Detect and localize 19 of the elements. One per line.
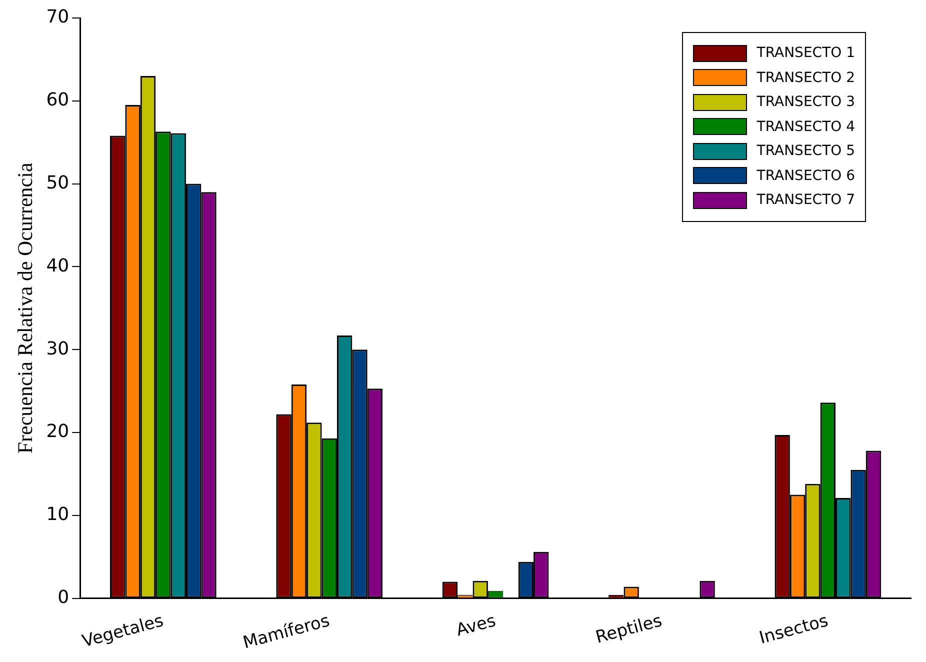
legend-label: TRANSECTO 2 bbox=[756, 70, 855, 86]
y-tick-label: 30 bbox=[46, 338, 70, 360]
y-tick-label: 60 bbox=[46, 90, 70, 111]
y-tick-label: 50 bbox=[46, 172, 70, 194]
legend-label: TRANSECTO 5 bbox=[756, 143, 855, 160]
y-tick-label: 70 bbox=[46, 6, 70, 28]
legend-label: TRANSECTO 4 bbox=[756, 118, 855, 135]
x-tick-label: Reptiles bbox=[594, 610, 664, 648]
legend-label: TRANSECTO 6 bbox=[756, 168, 855, 184]
x-tick-label: Aves bbox=[454, 610, 498, 641]
legend-label: TRANSECTO 7 bbox=[756, 192, 855, 208]
y-tick-label: 10 bbox=[46, 504, 70, 526]
y-tick-label: 0 bbox=[58, 587, 70, 608]
legend-label: TRANSECTO 1 bbox=[756, 45, 855, 62]
x-tick-label: Insectos bbox=[757, 610, 830, 649]
y-tick-label: 40 bbox=[46, 255, 70, 276]
legend-label: TRANSECTO 3 bbox=[756, 94, 855, 110]
y-axis-title: Frecuencia Relativa de Ocurrencia bbox=[13, 162, 38, 454]
y-tick-label: 20 bbox=[46, 421, 70, 442]
